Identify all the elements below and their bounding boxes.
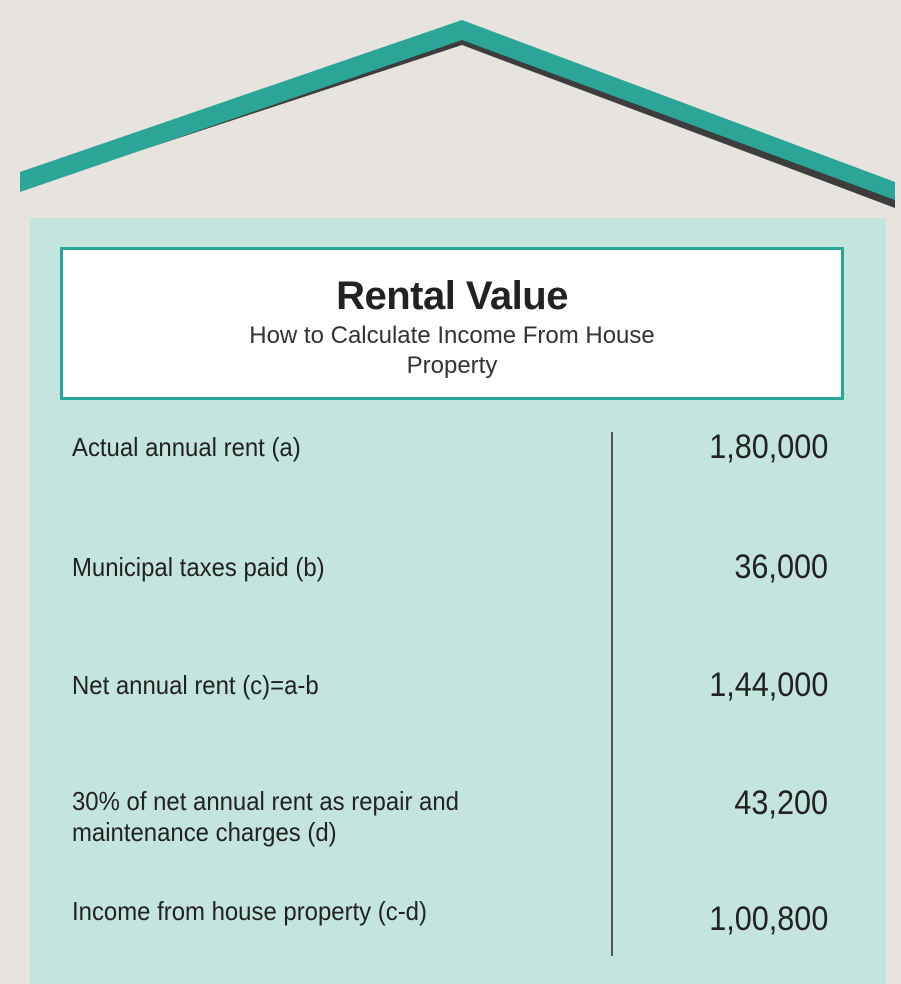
row-value: 43,200	[734, 784, 828, 822]
title: Rental Value	[336, 274, 568, 318]
row-label: 30% of net annual rent as repair and mai…	[72, 786, 459, 847]
title-box: Rental Value How to Calculate Income Fro…	[60, 247, 844, 400]
roof-shadow	[20, 26, 895, 208]
row-label: Municipal taxes paid (b)	[72, 552, 325, 582]
roof-top	[20, 20, 895, 200]
row-value: 36,000	[734, 548, 828, 586]
row-label: Net annual rent (c)=a-b	[72, 670, 319, 700]
row-value: 1,44,000	[708, 666, 828, 704]
subtitle: How to Calculate Income From House Prope…	[249, 322, 655, 379]
row-value: 1,00,800	[708, 900, 828, 938]
row-label: Actual annual rent (a)	[72, 432, 301, 462]
row-label: Income from house property (c-d)	[72, 896, 427, 926]
roof	[20, 20, 895, 208]
divider	[611, 432, 613, 956]
row-value: 1,80,000	[708, 428, 828, 466]
